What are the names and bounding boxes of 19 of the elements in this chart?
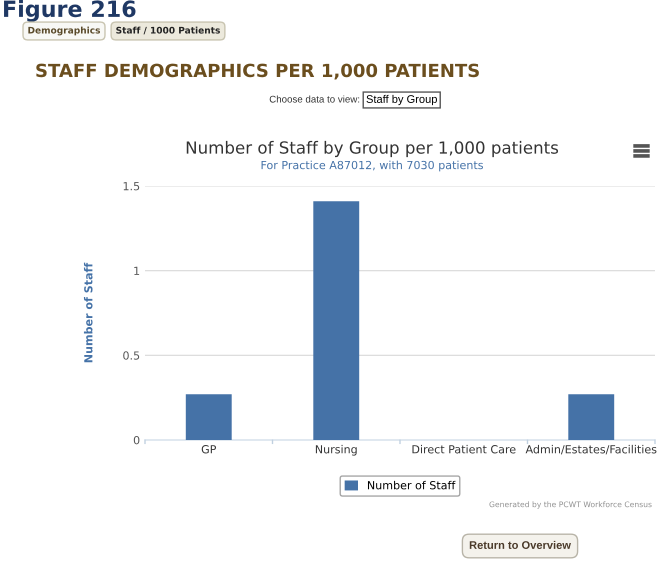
chart-subtitle: For Practice A87012, with 7030 patients	[262, 160, 483, 172]
text: Return to Overview	[470, 540, 571, 549]
y-tick-label: 1	[134, 266, 140, 275]
y-tick-label: 1.5	[124, 182, 140, 190]
legend-label: Number of Staff	[368, 480, 456, 490]
chart-title: Number of Staff by Group per 1,000 patients	[186, 140, 558, 158]
y-axis-title: Number of Staff	[84, 262, 93, 362]
text: STAFF DEMOGRAPHICS PER 1,000 PATIENTS	[36, 64, 479, 80]
caption: Figure 216	[4, 0, 136, 22]
text: Staff / 1000 Patients	[116, 26, 220, 34]
x-tick-label: Nursing	[316, 444, 357, 456]
y-tick-label: 0	[134, 436, 140, 444]
y-tick-label: 0.5	[123, 351, 140, 360]
x-tick-label: GP	[202, 445, 216, 454]
text: Choose data to view:	[270, 95, 360, 103]
x-tick-label: Admin/Estates/Facilities	[526, 444, 656, 454]
text: Staff by Group	[366, 94, 437, 106]
x-tick-label: Direct Patient Care	[412, 444, 516, 454]
text: Demographics	[28, 26, 100, 36]
